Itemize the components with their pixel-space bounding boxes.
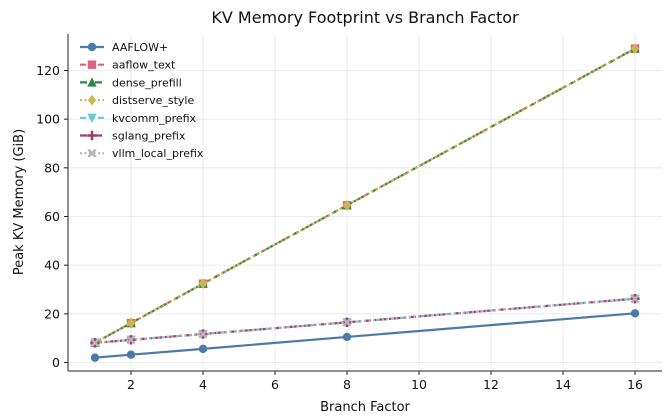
legend-marker [87, 77, 97, 87]
data-point [630, 309, 640, 318]
data-point [90, 353, 100, 362]
data-point [342, 199, 352, 211]
data-point [198, 278, 208, 290]
legend: AAFLOW+ aaflow_text dense_prefill distserve… [80, 41, 204, 160]
legend-label: dense_prefill [112, 76, 182, 89]
data-point [630, 43, 640, 54]
data-point [126, 317, 136, 329]
legend-marker [87, 60, 97, 69]
legend-label: vllm_local_prefix [112, 147, 204, 160]
y-tick-label: 120 [36, 63, 60, 78]
x-tick-label: 6 [271, 377, 279, 392]
legend-item: kvcomm_prefix [80, 112, 197, 125]
grid [68, 34, 662, 371]
y-tick-label: 20 [44, 306, 60, 321]
legend-item: AAFLOW+ [80, 41, 168, 54]
y-tick-label: 0 [52, 355, 60, 370]
data-point [342, 317, 352, 327]
legend-item: aaflow_text [80, 59, 176, 72]
y-axis-label: Peak KV Memory (GiB) [12, 129, 27, 275]
legend-marker [87, 42, 97, 52]
x-axis-label: Branch Factor [320, 400, 410, 415]
legend-label: sglang_prefix [112, 130, 186, 143]
x-tick-label: 10 [411, 377, 427, 392]
data-point [126, 335, 136, 345]
legend-marker [87, 113, 97, 123]
legend-marker [87, 94, 97, 106]
x-tick-label: 2 [127, 377, 135, 392]
y-tick-label: 60 [44, 209, 60, 224]
y-ticks: 0 20 40 60 80 100 120 [36, 63, 68, 370]
x-tick-label: 14 [555, 377, 571, 392]
legend-label: aaflow_text [112, 59, 176, 72]
x-ticks: 2 4 6 8 10 12 14 16 [127, 371, 643, 392]
legend-label: AAFLOW+ [112, 41, 168, 54]
plot-area [90, 43, 640, 362]
legend-item: vllm_local_prefix [80, 147, 204, 160]
legend-item: dense_prefill [80, 76, 182, 89]
legend-item: distserve_style [80, 94, 194, 107]
data-point [630, 294, 640, 304]
legend-item: sglang_prefix [80, 130, 186, 143]
data-point [90, 338, 100, 348]
y-tick-label: 100 [36, 112, 60, 127]
data-point [126, 350, 136, 359]
series-AAFLOW+ [90, 309, 640, 362]
x-tick-label: 4 [199, 377, 207, 392]
legend-label: distserve_style [112, 94, 194, 107]
legend-marker [87, 148, 97, 158]
x-tick-label: 16 [627, 377, 643, 392]
legend-marker [87, 130, 97, 141]
legend-label: kvcomm_prefix [112, 112, 197, 125]
chart-title: KV Memory Footprint vs Branch Factor [211, 8, 519, 27]
y-tick-label: 80 [44, 160, 60, 175]
series-vllm_local_prefix [90, 294, 640, 348]
x-tick-label: 12 [483, 377, 499, 392]
x-tick-label: 8 [343, 377, 351, 392]
data-point [198, 344, 208, 354]
data-point [342, 332, 352, 342]
y-tick-label: 40 [44, 258, 60, 273]
data-point [198, 329, 208, 339]
